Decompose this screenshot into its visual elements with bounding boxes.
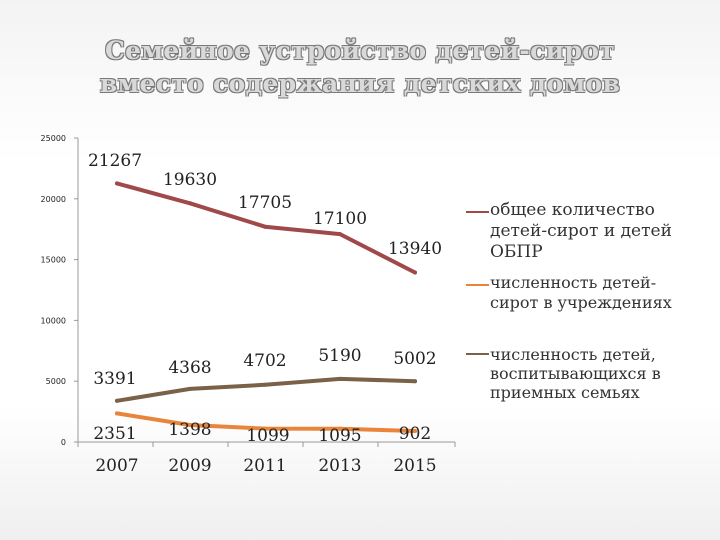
series-institutions-data-label: 2351 bbox=[93, 424, 136, 444]
x-tick-label: 2011 bbox=[243, 456, 286, 476]
series-total-point bbox=[115, 181, 119, 186]
series-foster-families-data-label: 4702 bbox=[243, 351, 286, 371]
x-tick-label: 2007 bbox=[95, 456, 138, 476]
legend-item-institutions: численность детей-сирот в учреждениях bbox=[490, 273, 700, 313]
series-total-data-label: 17100 bbox=[313, 209, 367, 229]
series-total-point bbox=[338, 232, 342, 237]
x-tick-label: 2013 bbox=[318, 456, 361, 476]
series-foster-families-line bbox=[115, 376, 417, 403]
series-total-point bbox=[188, 201, 192, 206]
series-institutions-point bbox=[188, 423, 192, 427]
series-total-point bbox=[263, 224, 267, 229]
legend-item-total: общее количество детей-сирот и детей ОБП… bbox=[490, 200, 700, 263]
y-tick-label: 15000 bbox=[41, 256, 66, 265]
legend-label-total: общее количество детей-сирот и детей ОБП… bbox=[490, 200, 672, 262]
series-total-data-label: 13940 bbox=[388, 239, 442, 259]
legend-label-foster-families: численность детей, воспитывающихся в при… bbox=[490, 345, 661, 402]
series-foster-families-data-label: 5190 bbox=[318, 346, 361, 366]
series-foster-families-point bbox=[338, 376, 342, 381]
y-tick-label: 25000 bbox=[41, 134, 66, 143]
series-foster-families-point bbox=[263, 382, 267, 387]
series-foster-families-data-label: 5002 bbox=[393, 349, 436, 369]
y-tick-label: 5000 bbox=[46, 377, 66, 386]
series-total-data-label: 21267 bbox=[88, 151, 142, 171]
series-institutions-data-label: 1398 bbox=[168, 420, 211, 440]
series-institutions-point bbox=[338, 426, 342, 431]
series-institutions-data-label: 1099 bbox=[246, 426, 289, 446]
chart-title-line-1: Семейное устройство детей-сирот bbox=[104, 36, 616, 65]
series-foster-families-data-label: 3391 bbox=[93, 369, 136, 389]
series-foster-families-data-label: 4368 bbox=[168, 358, 211, 378]
chart-title: Семейное устройство детей-сирот вместо с… bbox=[0, 34, 720, 100]
series-foster-families-point bbox=[188, 386, 192, 391]
y-tick-label: 20000 bbox=[41, 195, 66, 204]
series-total-point bbox=[413, 270, 417, 275]
series-foster-families-point bbox=[115, 398, 119, 403]
series-institutions-data-label: 1095 bbox=[318, 426, 361, 446]
legend-item-foster-families: численность детей, воспитывающихся в при… bbox=[490, 345, 700, 402]
series-total-data-label: 19630 bbox=[163, 170, 217, 190]
legend-label-institutions: численность детей-сирот в учреждениях bbox=[490, 273, 672, 312]
y-tick-label: 10000 bbox=[41, 316, 66, 325]
series-total-data-label: 17705 bbox=[238, 193, 292, 213]
chart-title-line-2: вместо содержания детских домов bbox=[99, 69, 621, 98]
series-institutions-data-label: 902 bbox=[399, 424, 431, 444]
series-institutions-point bbox=[115, 411, 119, 416]
y-tick-label: 0 bbox=[61, 438, 66, 447]
series-institutions-point bbox=[263, 426, 267, 431]
x-tick-label: 2009 bbox=[168, 456, 211, 476]
series-institutions-point bbox=[413, 429, 417, 433]
x-tick-label: 2015 bbox=[393, 456, 436, 476]
series-foster-families-point bbox=[413, 379, 417, 384]
